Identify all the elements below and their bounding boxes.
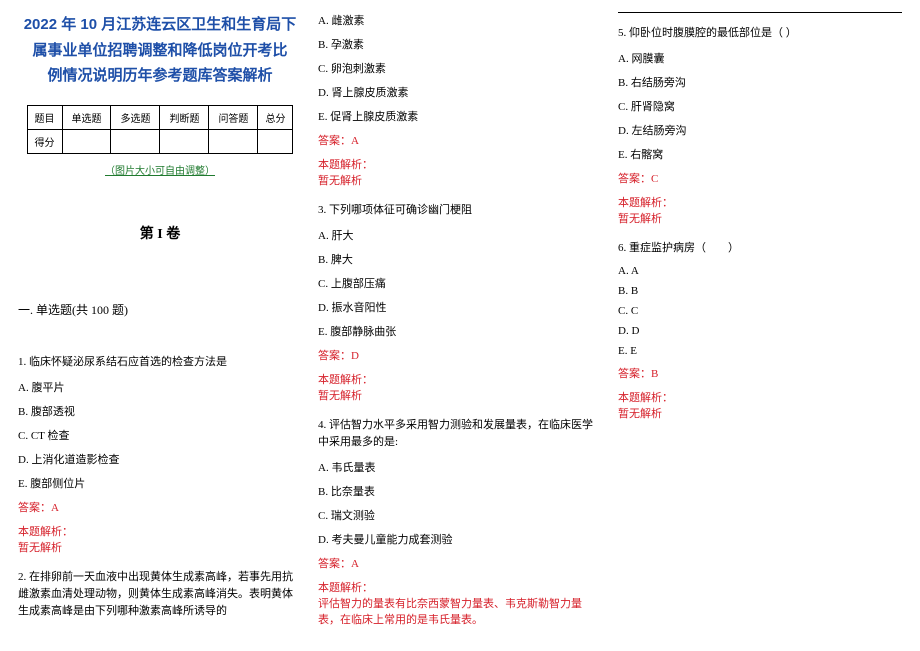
score-value-row: 得分: [27, 129, 293, 153]
score-table: 题目 单选题 多选题 判断题 问答题 总分 得分: [27, 105, 294, 154]
score-row-label: 得分: [27, 129, 62, 153]
question-option: C. 卵泡刺激素: [318, 60, 602, 76]
question-option: D. 上消化道造影检查: [18, 451, 302, 467]
question-option: E. E: [618, 345, 902, 357]
question-option: C. CT 检查: [18, 427, 302, 443]
question-option: B. 脾大: [318, 251, 602, 267]
explain-text: 暂无解析: [18, 539, 302, 555]
question-stem: 6. 重症监护病房（ ）: [618, 240, 902, 257]
score-h-1: 单选题: [62, 105, 111, 129]
question-option: C. 肝肾隐窝: [618, 98, 902, 114]
question-stem: 5. 仰卧位时腹膜腔的最低部位是（ ）: [618, 25, 902, 42]
explain-text: 暂无解析: [618, 405, 902, 421]
question-stem: 4. 评估智力水平多采用智力测验和发展量表，在临床医学中采用最多的是:: [318, 417, 602, 451]
question-option: E. 促肾上腺皮质激素: [318, 108, 602, 124]
question-option: A. 韦氏量表: [318, 459, 602, 475]
question-option: D. D: [618, 325, 902, 337]
question-option: D. 考夫曼儿童能力成套测验: [318, 531, 602, 547]
question-option: A. A: [618, 265, 902, 277]
question-option: B. 右结肠旁沟: [618, 74, 902, 90]
question-option: B. B: [618, 285, 902, 297]
answer-line: 答案：A: [18, 499, 302, 515]
exam-page: 2022 年 10 月江苏连云区卫生和生育局下 属事业单位招聘调整和降低岗位开考…: [0, 0, 920, 651]
question-option: D. 左结肠旁沟: [618, 122, 902, 138]
question-option: E. 右髂窝: [618, 146, 902, 162]
score-h-5: 总分: [258, 105, 293, 129]
question-option: A. 雌激素: [318, 12, 602, 28]
title-line-2: 属事业单位招聘调整和降低岗位开考比: [32, 42, 287, 59]
answer-line: 答案：A: [318, 132, 602, 148]
section-label: 一. 单选题(共 100 题): [18, 301, 302, 318]
score-h-4: 问答题: [209, 105, 258, 129]
question-option: A. 肝大: [318, 227, 602, 243]
explain-text: 暂无解析: [318, 172, 602, 188]
explain-label: 本题解析：: [318, 156, 602, 172]
question-option: B. 腹部透视: [18, 403, 302, 419]
question-option: E. 腹部静脉曲张: [318, 323, 602, 339]
score-cell: [62, 129, 111, 153]
question-option: B. 孕激素: [318, 36, 602, 52]
answer-line: 答案：A: [318, 555, 602, 571]
question-option: C. 上腹部压痛: [318, 275, 602, 291]
question-option: D. 振水音阳性: [318, 299, 602, 315]
resize-note: （图片大小可自由调整）: [18, 162, 302, 177]
score-h-3: 判断题: [160, 105, 209, 129]
score-cell: [111, 129, 160, 153]
score-header-row: 题目 单选题 多选题 判断题 问答题 总分: [27, 105, 293, 129]
score-cell: [160, 129, 209, 153]
question-option: C. 瑞文测验: [318, 507, 602, 523]
score-h-0: 题目: [27, 105, 62, 129]
title-line-1: 2022 年 10 月江苏连云区卫生和生育局下: [24, 16, 297, 33]
answer-line: 答案：C: [618, 170, 902, 186]
score-cell: [258, 129, 293, 153]
question-stem: 2. 在排卵前一天血液中出现黄体生成素高峰，若事先用抗雌激素血清处理动物，则黄体…: [18, 569, 302, 620]
explain-label: 本题解析：: [618, 389, 902, 405]
question-option: A. 网膜囊: [618, 50, 902, 66]
score-cell: [209, 129, 258, 153]
answer-line: 答案：B: [618, 365, 902, 381]
explain-text: 暂无解析: [618, 210, 902, 226]
doc-title: 2022 年 10 月江苏连云区卫生和生育局下 属事业单位招聘调整和降低岗位开考…: [18, 12, 302, 89]
title-line-3: 例情况说明历年参考题库答案解析: [47, 67, 272, 84]
score-h-2: 多选题: [111, 105, 160, 129]
explain-label: 本题解析：: [318, 371, 602, 387]
explain-text: 暂无解析: [318, 387, 602, 403]
question-option: A. 腹平片: [18, 379, 302, 395]
question-option: C. C: [618, 305, 902, 317]
question-option: B. 比奈量表: [318, 483, 602, 499]
question-option: D. 肾上腺皮质激素: [318, 84, 602, 100]
question-option: E. 腹部侧位片: [18, 475, 302, 491]
volume-label: 第 I 卷: [18, 223, 302, 243]
explain-text: 评估智力的量表有比奈西蒙智力量表、韦克斯勒智力量表，在临床上常用的是韦氏量表。: [318, 595, 602, 627]
section-divider: [618, 12, 902, 13]
answer-line: 答案：D: [318, 347, 602, 363]
question-stem: 3. 下列哪项体征可确诊幽门梗阻: [318, 202, 602, 219]
question-stem: 1. 临床怀疑泌尿系结石应首选的检查方法是: [18, 354, 302, 371]
explain-label: 本题解析：: [318, 579, 602, 595]
explain-label: 本题解析：: [618, 194, 902, 210]
explain-label: 本题解析：: [18, 523, 302, 539]
